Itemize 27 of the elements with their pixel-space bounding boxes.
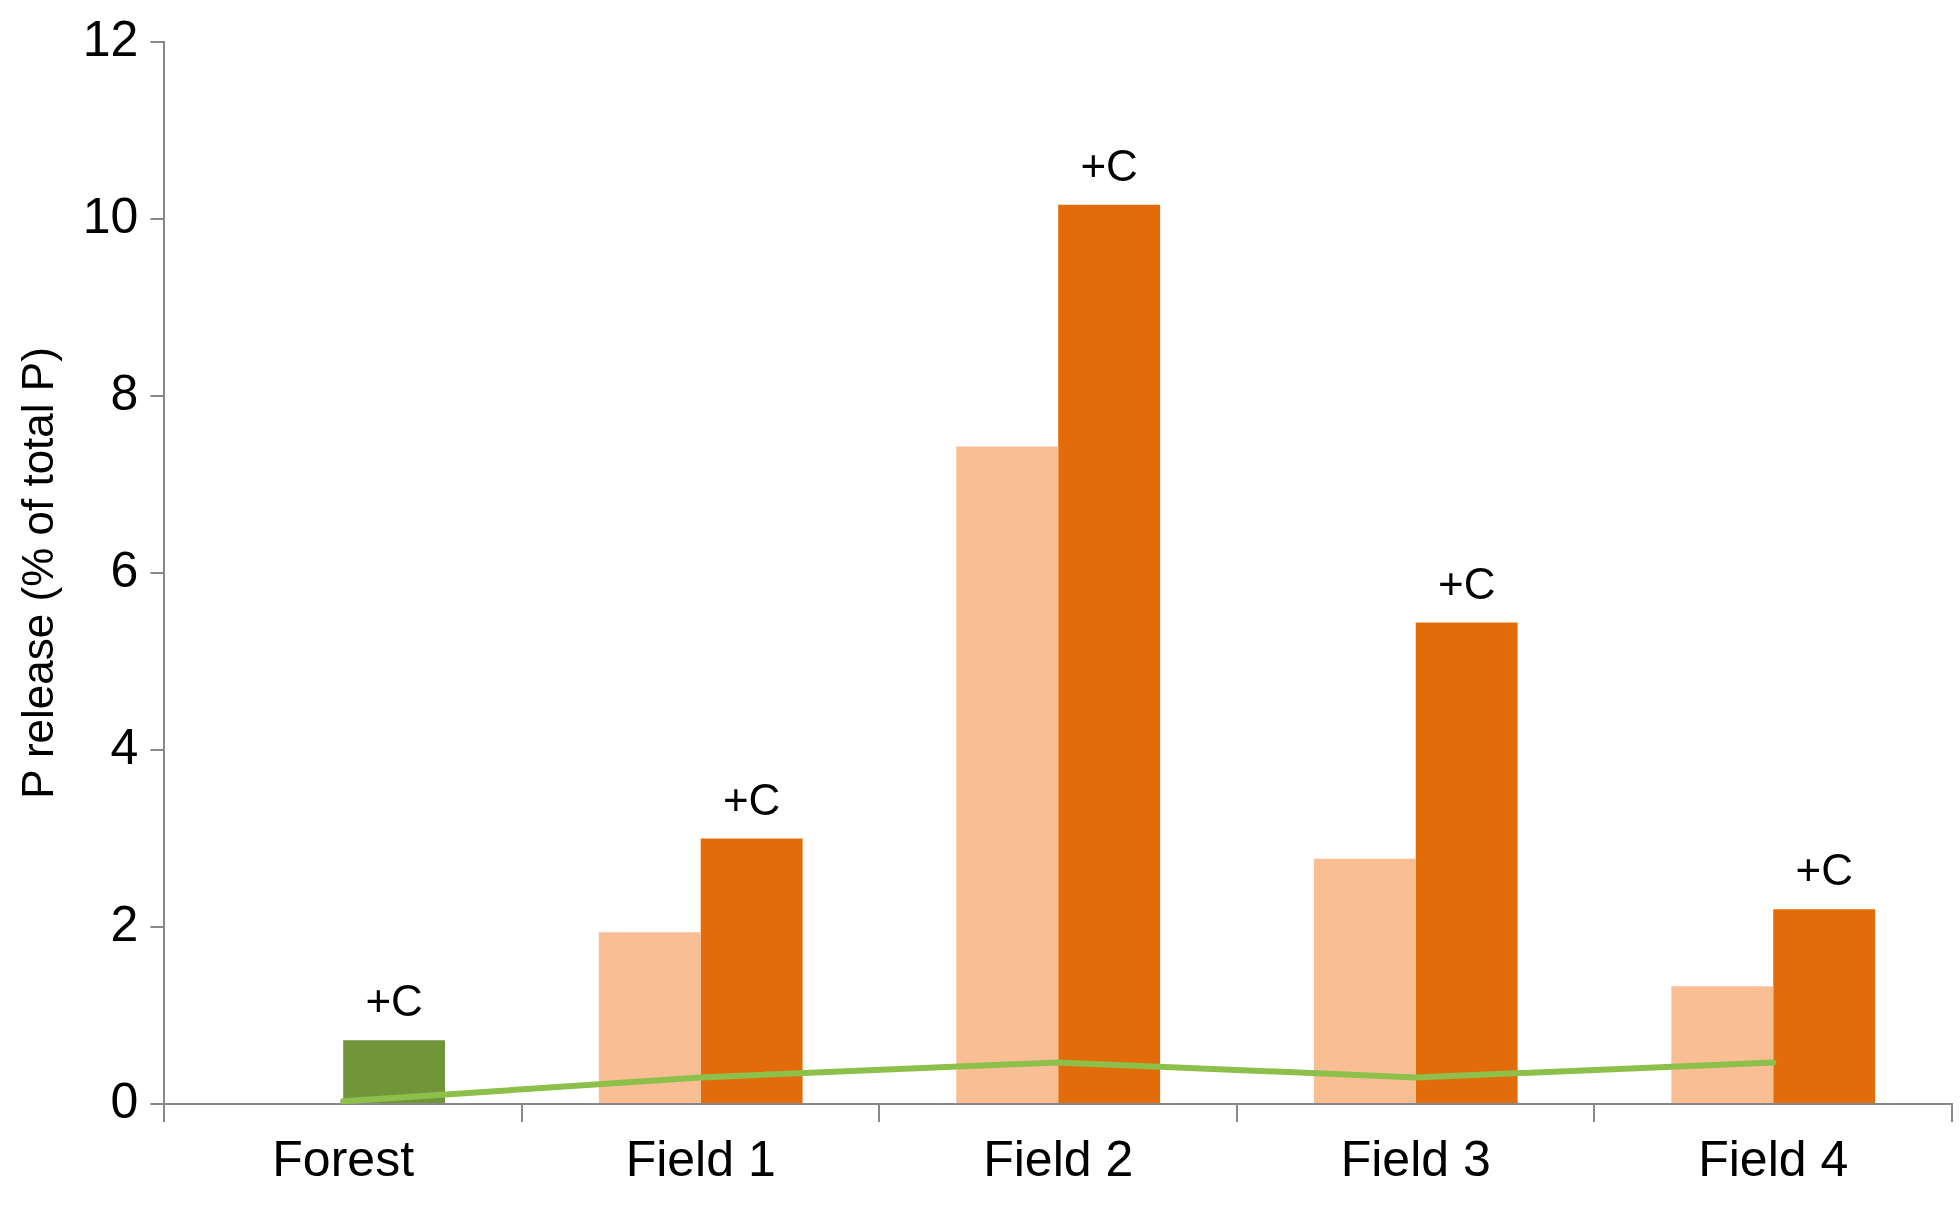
bar (1058, 204, 1161, 1103)
y-tick-label: 6 (110, 541, 139, 598)
y-axis-title: P release (% of total P) (12, 347, 62, 799)
x-tick-label: Field 1 (625, 1130, 776, 1187)
x-tick-label: Field 3 (1340, 1130, 1491, 1187)
bar (343, 1040, 446, 1103)
y-tick-label: 10 (82, 187, 139, 244)
y-tick-label: 12 (82, 10, 139, 67)
x-tick-label: Forest (272, 1130, 415, 1187)
bar (700, 838, 803, 1103)
y-tick-label: 4 (110, 718, 139, 775)
bar (1415, 622, 1518, 1103)
y-tick-label: 2 (110, 895, 139, 952)
annotation: +C (1795, 845, 1853, 895)
y-tick-label: 8 (110, 364, 139, 421)
x-tick-label: Field 4 (1698, 1130, 1849, 1187)
bar (956, 446, 1059, 1103)
annotation: +C (1437, 558, 1496, 608)
bar (1773, 909, 1876, 1103)
annotation: +C (722, 774, 781, 824)
bar (1671, 986, 1774, 1103)
bar (1313, 858, 1416, 1103)
x-tick-label: Field 2 (983, 1130, 1134, 1187)
bar (598, 932, 701, 1103)
y-tick-label: 0 (110, 1072, 139, 1129)
annotation: +C (365, 976, 423, 1026)
annotation: +C (1080, 140, 1138, 190)
